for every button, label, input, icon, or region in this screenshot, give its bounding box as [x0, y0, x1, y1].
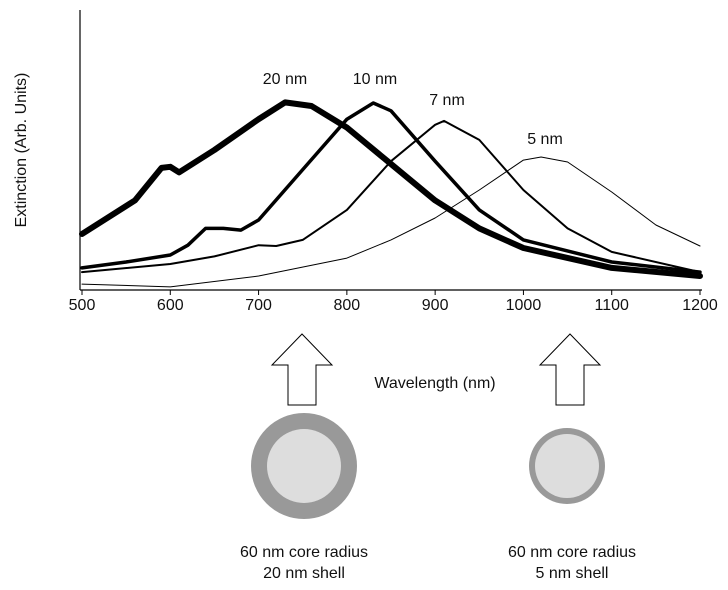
series-label: 10 nm — [353, 71, 397, 88]
y-axis-label: Extinction (Arb. Units) — [13, 73, 30, 228]
x-tick-label: 700 — [245, 297, 272, 314]
annotation: 20 nm shell — [263, 565, 345, 582]
series-line — [81, 156, 701, 288]
nanoshell-core — [535, 434, 599, 498]
x-tick-label: 1100 — [595, 297, 630, 314]
annotation: 5 nm shell — [536, 565, 609, 582]
nanoshell-core — [267, 429, 341, 503]
series-label: 7 nm — [429, 92, 465, 109]
x-tick-label: 1200 — [682, 297, 718, 314]
annotation: 60 nm core radius — [508, 544, 636, 561]
annotation: 60 nm core radius — [240, 544, 368, 561]
x-axis-label: Wavelength (nm) — [374, 375, 495, 392]
series-label: 20 nm — [263, 71, 307, 88]
series-line — [79, 99, 703, 279]
x-tick-label: 500 — [69, 297, 96, 314]
x-tick-label: 900 — [422, 297, 449, 314]
series-line — [80, 101, 702, 274]
series-line — [81, 119, 701, 274]
x-tick-label: 800 — [334, 297, 361, 314]
arrow — [270, 333, 334, 406]
x-tick-label: 600 — [157, 297, 184, 314]
x-tick-label: 1000 — [506, 297, 542, 314]
series-label: 5 nm — [527, 131, 563, 148]
arrow — [538, 333, 602, 406]
